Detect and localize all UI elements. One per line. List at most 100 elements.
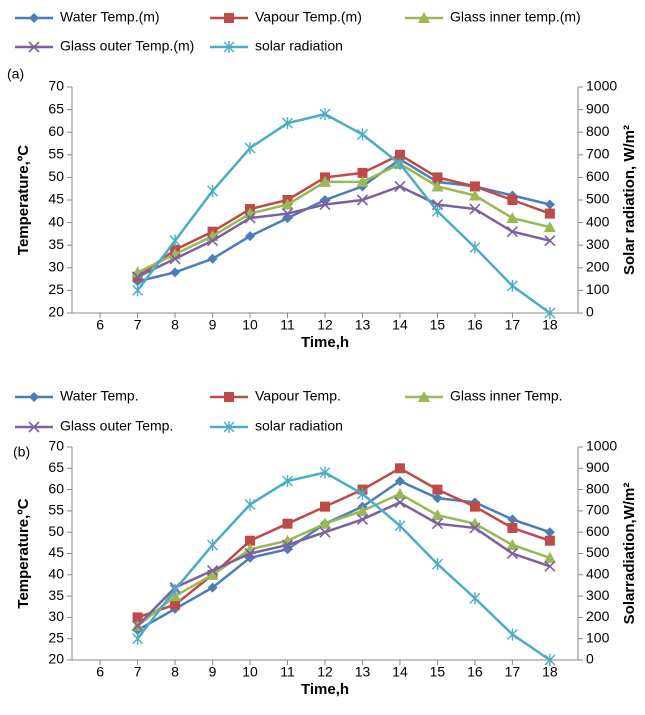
legend-label: Glass outer Temp.(m) (60, 38, 194, 54)
x-tick-label: 10 (242, 317, 258, 333)
data-point (356, 504, 369, 516)
series-line (136, 112, 551, 315)
x-tick-label: 11 (280, 664, 295, 680)
x-tick-label: 6 (96, 664, 104, 680)
data-point (207, 538, 219, 551)
data-point (281, 539, 294, 551)
data-point (544, 535, 555, 546)
legend-marker (224, 13, 234, 23)
data-point (319, 175, 331, 187)
data-point (169, 253, 181, 265)
data-point (393, 487, 406, 499)
y-axis-title: Temperature,ºC (15, 498, 32, 608)
x-tick-label: 16 (467, 317, 483, 333)
y-tick-label: 70 (48, 438, 64, 454)
x-tick-label: 18 (542, 317, 558, 333)
data-point (544, 199, 555, 210)
x-tick-label: 18 (542, 664, 558, 680)
series-line (136, 153, 551, 278)
y2-tick-label: 700 (586, 146, 610, 162)
y2-tick-label: 100 (586, 629, 610, 645)
x-tick-label: 17 (505, 664, 521, 680)
data-point (319, 198, 331, 211)
y-tick-label: 25 (48, 281, 64, 297)
y2-axis-title: Solar radiation, W/m² (621, 125, 638, 275)
data-point (543, 551, 556, 563)
data-point (357, 167, 368, 178)
x-tick-label: 9 (209, 664, 217, 680)
data-point (319, 526, 331, 538)
legend-label: Glass inner Temp. (450, 388, 563, 404)
y2-tick-label: 0 (586, 304, 594, 320)
data-point (432, 493, 443, 504)
y2-tick-label: 300 (586, 587, 610, 603)
x-tick-label: 10 (242, 664, 258, 680)
data-point (469, 592, 481, 605)
y2-tick-label: 1000 (586, 78, 617, 94)
y-tick-label: 35 (48, 587, 64, 603)
x-tick-label: 7 (134, 664, 142, 680)
x-tick-label: 13 (355, 317, 371, 333)
y-tick-label: 25 (48, 629, 64, 645)
data-point (206, 235, 219, 247)
data-point (207, 184, 219, 197)
x-tick-label: 14 (392, 317, 408, 333)
legend-marker (28, 421, 40, 433)
data-point (132, 284, 144, 297)
y2-tick-label: 200 (586, 608, 610, 624)
y2-tick-label: 200 (586, 259, 610, 275)
y-tick-label: 20 (48, 304, 64, 320)
legend-label: Water Temp. (60, 388, 139, 404)
data-point (207, 253, 218, 264)
data-point (394, 463, 405, 474)
data-point (356, 175, 369, 187)
y-tick-label: 60 (48, 123, 64, 139)
data-point (132, 632, 144, 645)
data-point (544, 527, 555, 538)
data-point (245, 231, 256, 242)
data-point (356, 194, 369, 206)
data-point (431, 180, 444, 192)
data-point (544, 560, 556, 572)
x-tick-label: 6 (96, 317, 104, 333)
x-tick-label: 15 (430, 317, 446, 333)
data-point (319, 466, 331, 479)
legend-label: Water Temp.(m) (60, 9, 160, 25)
data-point (244, 142, 256, 155)
data-point (544, 307, 556, 319)
data-point (506, 538, 519, 550)
y-tick-label: 45 (48, 191, 64, 207)
legend-marker (224, 392, 234, 402)
data-point (506, 212, 519, 224)
legend-marker (28, 41, 40, 53)
data-point (319, 517, 331, 529)
data-point (431, 518, 444, 530)
legend-label: Glass outer Temp. (60, 418, 173, 434)
x-tick-label: 12 (317, 664, 333, 680)
x-tick-label: 14 (392, 664, 408, 680)
y-tick-label: 20 (48, 651, 64, 667)
data-point (506, 279, 518, 292)
legend-marker (418, 391, 430, 402)
data-point (469, 181, 480, 192)
data-point (207, 582, 218, 593)
data-point (507, 522, 518, 533)
y-tick-label: 50 (48, 168, 64, 184)
data-point (431, 205, 443, 218)
y-axis-title: Temperature,ºC (15, 145, 32, 255)
y2-tick-label: 400 (586, 213, 610, 229)
data-point (244, 547, 256, 560)
data-point (282, 518, 293, 529)
x-axis-title: Time,h (301, 681, 349, 698)
y-tick-label: 55 (48, 146, 64, 162)
data-point (506, 628, 518, 641)
y2-tick-label: 0 (586, 651, 594, 667)
x-tick-label: 7 (134, 317, 142, 333)
x-tick-label: 13 (355, 664, 371, 680)
y2-tick-label: 600 (586, 168, 610, 184)
y-tick-label: 30 (48, 259, 64, 275)
data-point (507, 514, 518, 525)
series-line (136, 479, 551, 632)
data-point (281, 198, 294, 210)
data-point (244, 212, 256, 224)
